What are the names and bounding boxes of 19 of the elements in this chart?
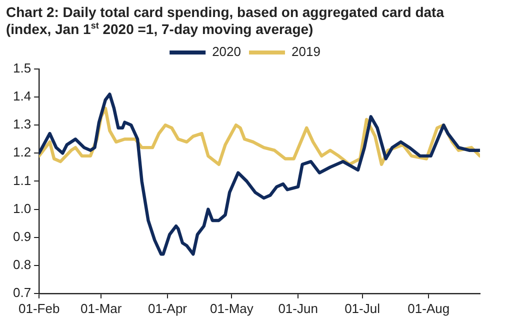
x-tick-label: 01-Feb	[18, 300, 60, 316]
y-tick-label: 1.5	[12, 60, 32, 76]
x-tick-label: 01-Mar	[80, 300, 122, 316]
y-tick-label: 0.8	[12, 256, 32, 272]
y-tick-label: 1.2	[12, 144, 32, 160]
y-tick-label: 0.7	[12, 284, 32, 300]
y-tick-label: 1.3	[12, 116, 32, 132]
y-tick-label: 1.0	[12, 200, 32, 216]
legend-label: 2020	[212, 44, 241, 60]
chart-title: Chart 2: Daily total card spending, based on aggregated card data (index, Jan 1$^{st}$ 2020 =1, 7-day moving average)	[6, 4, 446, 38]
y-tick-label: 0.9	[12, 228, 32, 244]
x-tick-label: 01-Jun	[278, 300, 318, 316]
x-tick-label: 01-Apr	[148, 300, 188, 316]
x-tick-label: 01-Aug	[408, 300, 450, 316]
x-tick-label: 01-May	[210, 300, 254, 316]
y-tick-label: 1.4	[12, 88, 32, 104]
y-tick-label: 1.1	[12, 172, 32, 188]
x-tick-label: 01-Jul	[344, 300, 380, 316]
legend-label: 2019	[292, 44, 320, 60]
